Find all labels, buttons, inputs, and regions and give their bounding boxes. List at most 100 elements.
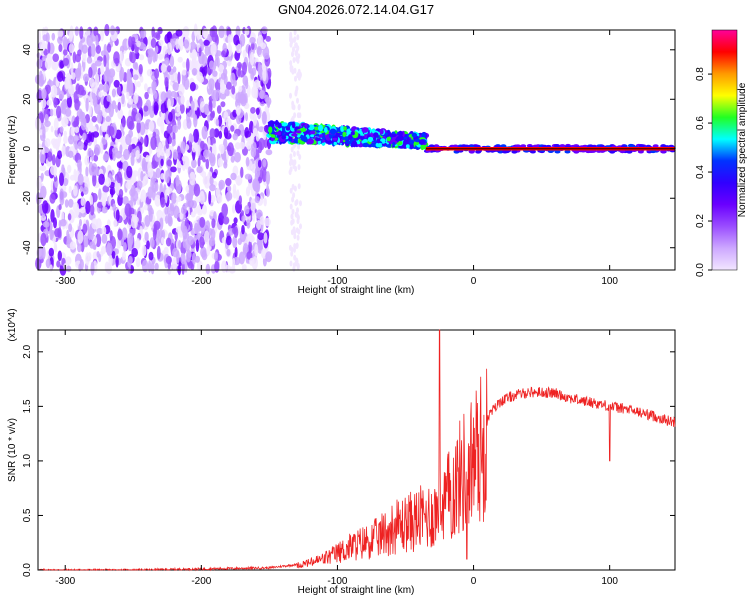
heatmap-cell	[244, 79, 249, 90]
heatmap-cell	[51, 85, 58, 98]
heatmap-cell	[405, 144, 410, 149]
heatmap-cell	[218, 25, 225, 39]
heatmap-cell	[156, 245, 161, 260]
heatmap-cell	[230, 155, 235, 163]
heatmap-cell	[111, 88, 116, 98]
heatmap-cell	[212, 89, 219, 102]
heatmap-cell	[298, 112, 302, 119]
heatmap-cell	[58, 43, 63, 53]
heatmap-cell	[235, 43, 242, 54]
heatmap-cell	[290, 146, 294, 153]
heatmap-cell	[177, 71, 181, 85]
heatmap-cell	[103, 70, 109, 83]
heatmap-cell	[193, 183, 201, 197]
heatmap-cell	[197, 209, 203, 216]
heatmap-x-axis-label: Height of straight line (km)	[298, 285, 415, 296]
heatmap-cell	[289, 41, 293, 48]
heatmap-cell	[324, 126, 328, 133]
heatmap-cell	[99, 141, 104, 155]
heatmap-cell	[118, 188, 124, 198]
heatmap-cell	[138, 54, 145, 61]
heatmap-cell	[129, 51, 133, 62]
heatmap-cell	[85, 97, 89, 112]
heatmap-cell	[184, 239, 191, 252]
heatmap-cell	[290, 213, 294, 220]
heatmap-cell	[409, 139, 415, 145]
heatmap-cell	[182, 225, 188, 240]
heatmap-cell	[205, 158, 210, 170]
heatmap-cell	[57, 250, 62, 262]
heatmap-cell	[125, 181, 132, 190]
heatmap-cell	[141, 259, 149, 273]
heatmap-cell	[42, 125, 46, 139]
heatmap-cell	[105, 116, 111, 122]
heatmap-cell	[140, 205, 145, 214]
heatmap-cell	[263, 197, 267, 207]
heatmap-cell	[418, 139, 425, 146]
heatmap-cells	[34, 23, 676, 276]
heatmap-cell	[207, 137, 211, 150]
heatmap-cell	[92, 131, 100, 138]
heatmap-cell	[373, 136, 377, 142]
heatmap-cell	[126, 68, 131, 81]
heatmap-cell	[222, 216, 230, 225]
heatmap-cell	[62, 57, 70, 66]
heatmap-cell	[251, 41, 255, 50]
heatmap-cell	[294, 137, 298, 142]
heatmap-cell	[92, 173, 97, 187]
snr-y-tick-label: 1.0	[22, 454, 33, 468]
heatmap-cell	[235, 105, 241, 116]
heatmap-cell	[94, 202, 98, 212]
heatmap-cell	[122, 251, 126, 261]
heatmap-cell	[45, 258, 51, 269]
heatmap-cell	[275, 119, 279, 126]
heatmap-cell	[190, 211, 196, 218]
heatmap-cell	[90, 43, 96, 57]
heatmap-cell	[95, 44, 102, 54]
heatmap-cell	[100, 246, 106, 255]
heatmap-cell	[132, 136, 138, 144]
heatmap-cell	[240, 93, 247, 107]
heatmap-cell	[254, 196, 260, 204]
heatmap-cell	[85, 200, 91, 214]
heatmap-cell	[265, 149, 273, 156]
heatmap-cell	[289, 60, 293, 67]
heatmap-cell	[420, 144, 425, 151]
heatmap-cell	[564, 149, 571, 154]
heatmap-cell	[167, 216, 173, 227]
snr-x-tick-label: 0	[471, 576, 477, 587]
heatmap-cell	[127, 255, 133, 265]
heatmap-cell	[143, 204, 148, 211]
heatmap-cell	[295, 242, 299, 249]
heatmap-cell	[289, 158, 293, 165]
heatmap-cell	[106, 94, 111, 102]
heatmap-cell	[36, 52, 41, 59]
heatmap-cell	[175, 174, 180, 187]
heatmap-cell	[129, 82, 134, 97]
heatmap-cell	[136, 40, 141, 48]
heatmap-cell	[193, 128, 199, 143]
heatmap-cell	[179, 103, 185, 114]
heatmap-cell	[178, 38, 184, 51]
heatmap-cell	[262, 168, 267, 183]
heatmap-cell	[291, 133, 298, 137]
heatmap-cell	[209, 128, 216, 139]
heatmap-cell	[144, 83, 148, 91]
heatmap-cell	[116, 238, 121, 249]
heatmap-cell	[266, 184, 270, 198]
heatmap-cell	[173, 205, 180, 219]
heatmap-cell	[160, 158, 164, 167]
heatmap-cell	[209, 153, 216, 167]
heatmap-cell	[367, 136, 373, 143]
heatmap-cell	[218, 130, 223, 139]
heatmap-cell	[185, 193, 191, 202]
heatmap-cell	[38, 178, 42, 191]
heatmap-cell	[77, 49, 82, 57]
heatmap-cell	[153, 32, 160, 39]
heatmap-cell	[168, 111, 173, 122]
snr-y-tick-label: 1.5	[22, 399, 33, 413]
heatmap-cell	[100, 29, 104, 42]
heatmap-cell	[150, 260, 155, 275]
heatmap-cell	[80, 89, 87, 96]
heatmap-cell	[74, 126, 80, 133]
